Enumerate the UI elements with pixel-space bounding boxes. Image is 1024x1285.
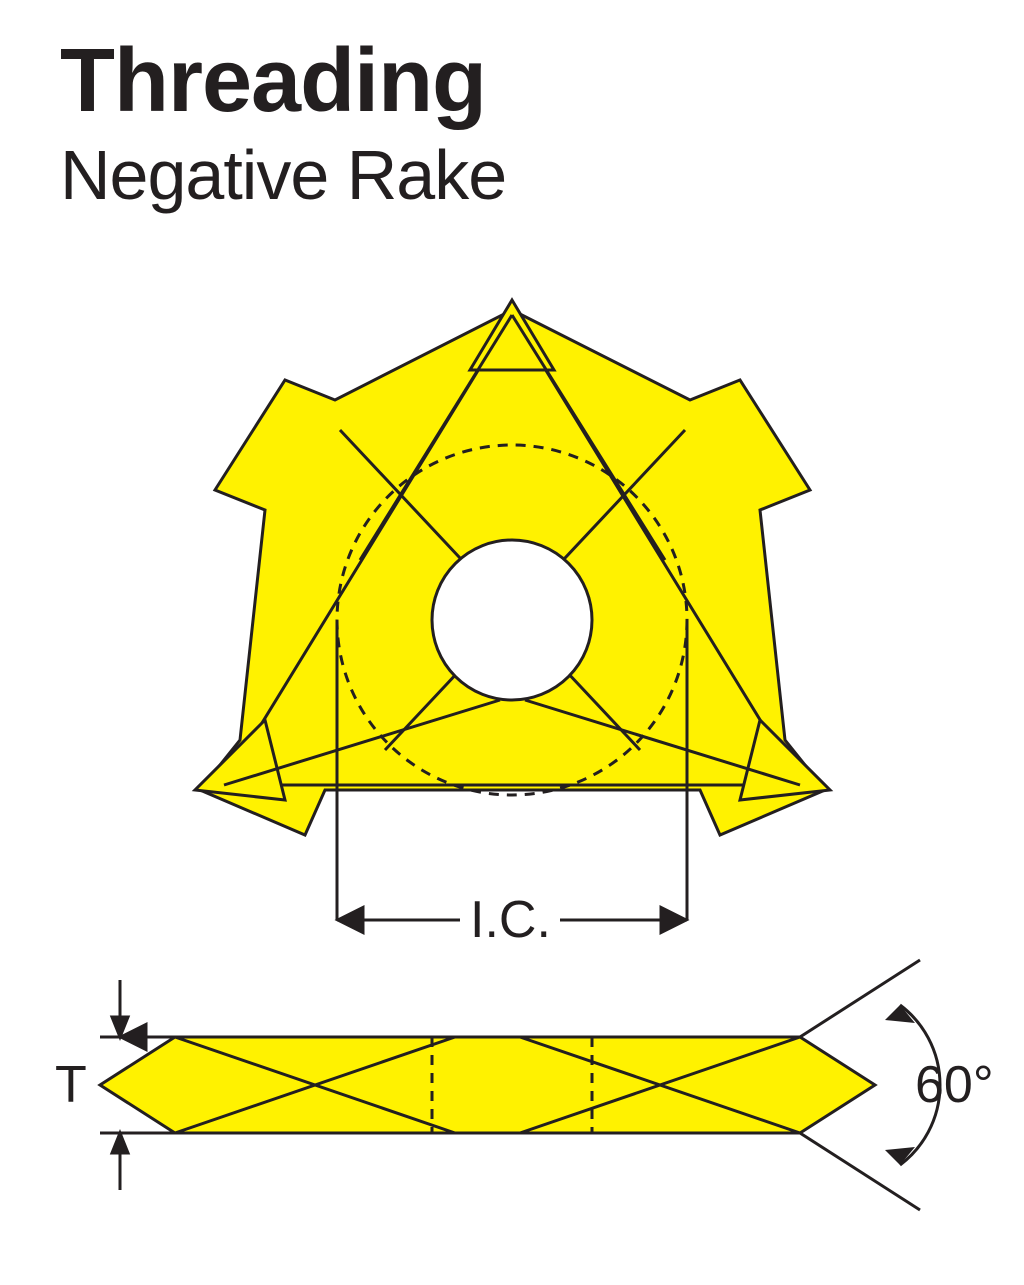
top-view-insert xyxy=(195,300,830,835)
side-view-insert xyxy=(100,1037,875,1133)
technical-diagram: I.C. T 60° xyxy=(0,0,1024,1280)
angle-label: 60° xyxy=(915,1055,994,1115)
center-hole xyxy=(432,540,592,700)
diagram-svg xyxy=(0,0,1024,1280)
t-label: T xyxy=(55,1055,87,1115)
ic-label: I.C. xyxy=(470,890,551,950)
